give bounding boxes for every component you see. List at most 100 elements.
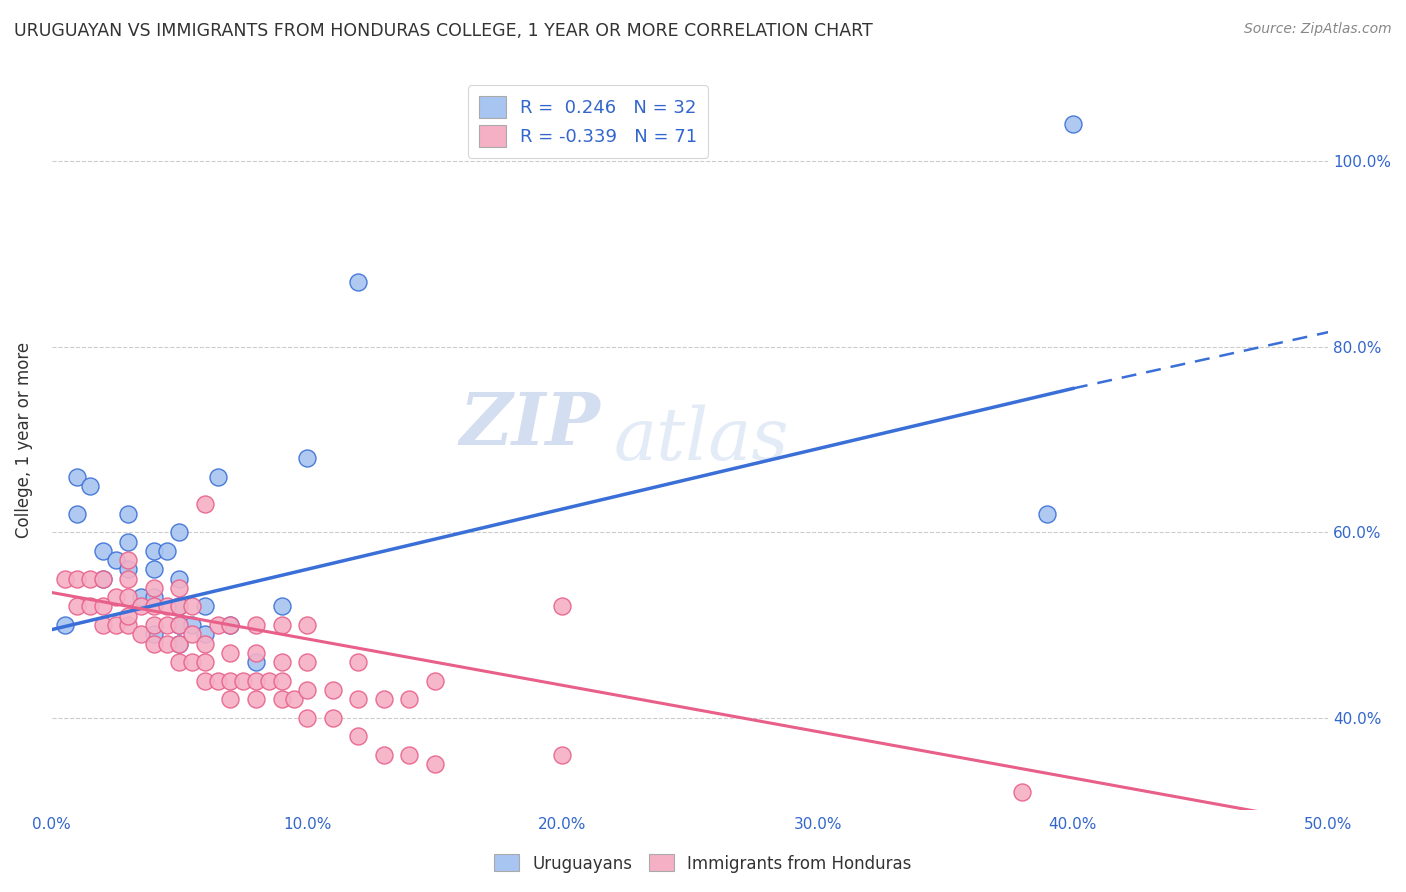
Point — [142, 543, 165, 558]
Point — [347, 275, 370, 289]
Point — [169, 525, 191, 540]
Point — [142, 562, 165, 576]
Point — [117, 572, 139, 586]
Y-axis label: College, 1 year or more: College, 1 year or more — [15, 342, 32, 538]
Point — [142, 618, 165, 632]
Point — [169, 618, 191, 632]
Point — [66, 469, 89, 483]
Point — [117, 553, 139, 567]
Point — [53, 572, 76, 586]
Point — [194, 673, 217, 688]
Point — [91, 543, 114, 558]
Point — [245, 618, 267, 632]
Point — [181, 599, 204, 614]
Point — [219, 618, 242, 632]
Point — [283, 692, 305, 706]
Text: atlas: atlas — [613, 404, 789, 475]
Point — [423, 673, 446, 688]
Point — [347, 729, 370, 743]
Text: Source: ZipAtlas.com: Source: ZipAtlas.com — [1244, 22, 1392, 37]
Point — [169, 655, 191, 669]
Point — [398, 747, 420, 762]
Point — [245, 655, 267, 669]
Point — [270, 673, 292, 688]
Point — [169, 636, 191, 650]
Point — [142, 627, 165, 641]
Point — [169, 599, 191, 614]
Point — [322, 682, 344, 697]
Text: URUGUAYAN VS IMMIGRANTS FROM HONDURAS COLLEGE, 1 YEAR OR MORE CORRELATION CHART: URUGUAYAN VS IMMIGRANTS FROM HONDURAS CO… — [14, 22, 873, 40]
Point — [66, 507, 89, 521]
Point — [194, 655, 217, 669]
Point — [270, 692, 292, 706]
Point — [129, 627, 152, 641]
Point — [322, 711, 344, 725]
Point — [129, 599, 152, 614]
Point — [156, 599, 179, 614]
Point — [142, 581, 165, 595]
Point — [398, 692, 420, 706]
Point — [117, 608, 139, 623]
Point — [117, 534, 139, 549]
Point — [1062, 117, 1084, 131]
Point — [66, 599, 89, 614]
Point — [245, 646, 267, 660]
Point — [104, 590, 127, 604]
Point — [207, 469, 229, 483]
Point — [347, 655, 370, 669]
Point — [117, 562, 139, 576]
Point — [295, 711, 318, 725]
Point — [156, 636, 179, 650]
Point — [156, 618, 179, 632]
Point — [79, 479, 101, 493]
Point — [104, 618, 127, 632]
Point — [295, 655, 318, 669]
Point — [156, 543, 179, 558]
Point — [551, 747, 574, 762]
Point — [1036, 507, 1059, 521]
Point — [232, 673, 254, 688]
Point — [270, 618, 292, 632]
Point — [295, 450, 318, 465]
Point — [219, 618, 242, 632]
Point — [219, 646, 242, 660]
Point — [295, 618, 318, 632]
Point — [142, 590, 165, 604]
Point — [551, 599, 574, 614]
Point — [169, 599, 191, 614]
Point — [194, 636, 217, 650]
Point — [181, 627, 204, 641]
Point — [91, 572, 114, 586]
Point — [142, 599, 165, 614]
Point — [194, 599, 217, 614]
Text: ZIP: ZIP — [460, 389, 600, 460]
Point — [129, 590, 152, 604]
Point — [245, 692, 267, 706]
Point — [245, 673, 267, 688]
Point — [169, 572, 191, 586]
Point — [373, 747, 395, 762]
Point — [142, 636, 165, 650]
Point — [169, 618, 191, 632]
Point — [79, 572, 101, 586]
Point — [423, 757, 446, 772]
Point — [207, 673, 229, 688]
Point — [270, 655, 292, 669]
Point — [79, 599, 101, 614]
Point — [270, 599, 292, 614]
Point — [373, 692, 395, 706]
Point — [181, 655, 204, 669]
Point — [194, 497, 217, 511]
Point — [219, 673, 242, 688]
Point — [169, 581, 191, 595]
Point — [91, 618, 114, 632]
Legend: Uruguayans, Immigrants from Honduras: Uruguayans, Immigrants from Honduras — [488, 847, 918, 880]
Point — [257, 673, 280, 688]
Point — [53, 618, 76, 632]
Point — [207, 618, 229, 632]
Point — [91, 572, 114, 586]
Point — [219, 692, 242, 706]
Point — [104, 553, 127, 567]
Point — [194, 627, 217, 641]
Point — [295, 682, 318, 697]
